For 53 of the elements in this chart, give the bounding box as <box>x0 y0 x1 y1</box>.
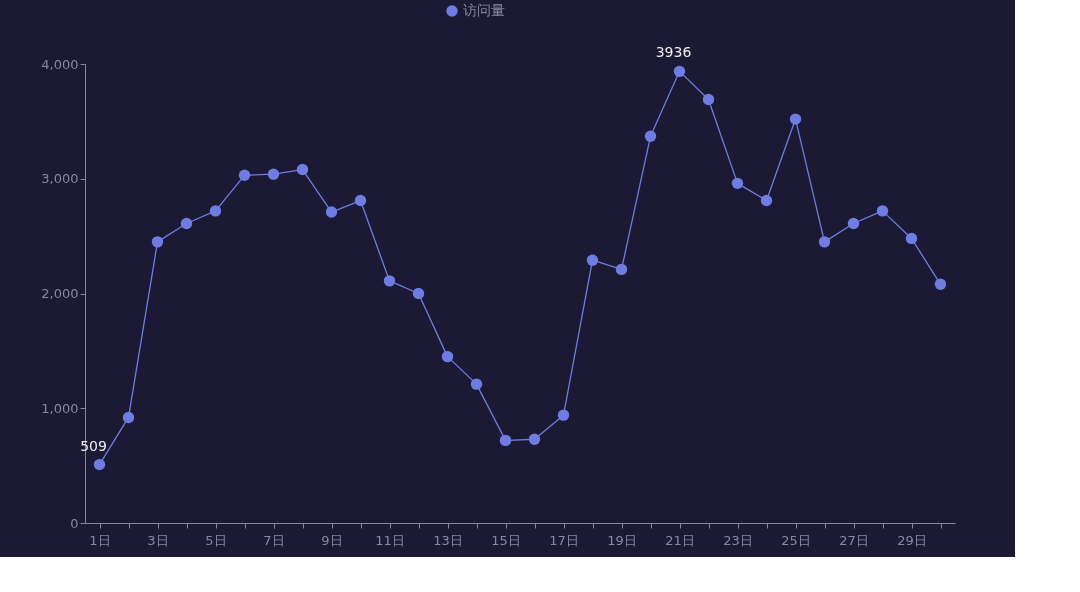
point <box>934 278 947 291</box>
point <box>702 93 715 106</box>
point <box>818 236 831 248</box>
x-tick-label: 11日 <box>375 532 405 548</box>
x-tick-label: 29日 <box>897 532 927 548</box>
x-tick-label: 21日 <box>665 532 695 548</box>
point <box>122 411 135 424</box>
y-tick-label: 3,000 <box>41 171 79 187</box>
point <box>354 194 367 207</box>
point <box>412 287 425 300</box>
point <box>180 217 193 230</box>
y-tick-label: 2,000 <box>41 286 79 301</box>
point <box>93 458 106 471</box>
x-tick-label: 3日 <box>147 532 169 548</box>
point <box>151 236 164 248</box>
point <box>441 350 454 363</box>
point <box>325 206 338 218</box>
x-tick-label: 23日 <box>723 532 753 548</box>
x-tick-label: 9日 <box>321 532 343 548</box>
point <box>557 409 570 421</box>
point <box>499 434 512 447</box>
x-tick-label: 17日 <box>549 532 579 548</box>
annotation: 509 <box>80 437 107 454</box>
x-tick-label: 27日 <box>839 532 869 548</box>
point <box>673 65 686 78</box>
y-tick-label: 0 <box>70 515 79 531</box>
point <box>296 163 309 176</box>
point <box>644 130 657 142</box>
point <box>760 194 773 207</box>
point <box>209 205 222 217</box>
point <box>267 168 280 180</box>
x-tick-label: 25日 <box>781 532 811 548</box>
x-tick-label: 5日 <box>205 532 227 548</box>
point <box>528 433 541 445</box>
y-tick-label: 1,000 <box>41 400 79 416</box>
point <box>470 378 483 390</box>
point <box>847 217 860 230</box>
annotation: 3936 <box>655 44 692 61</box>
x-tick-label: 13日 <box>433 532 463 548</box>
x-tick-label: 7日 <box>263 532 285 548</box>
point <box>731 177 744 190</box>
point <box>905 232 918 245</box>
legend-label: 访问量 <box>463 2 505 18</box>
point <box>615 263 628 276</box>
y-tick-label: 4,000 <box>41 56 79 72</box>
point <box>789 113 802 125</box>
x-tick-label: 1日 <box>89 532 111 548</box>
point <box>876 205 889 217</box>
point <box>238 169 251 181</box>
point <box>586 254 599 266</box>
point <box>383 275 396 287</box>
x-tick-label: 19日 <box>607 532 637 548</box>
x-tick-label: 15日 <box>491 532 521 548</box>
